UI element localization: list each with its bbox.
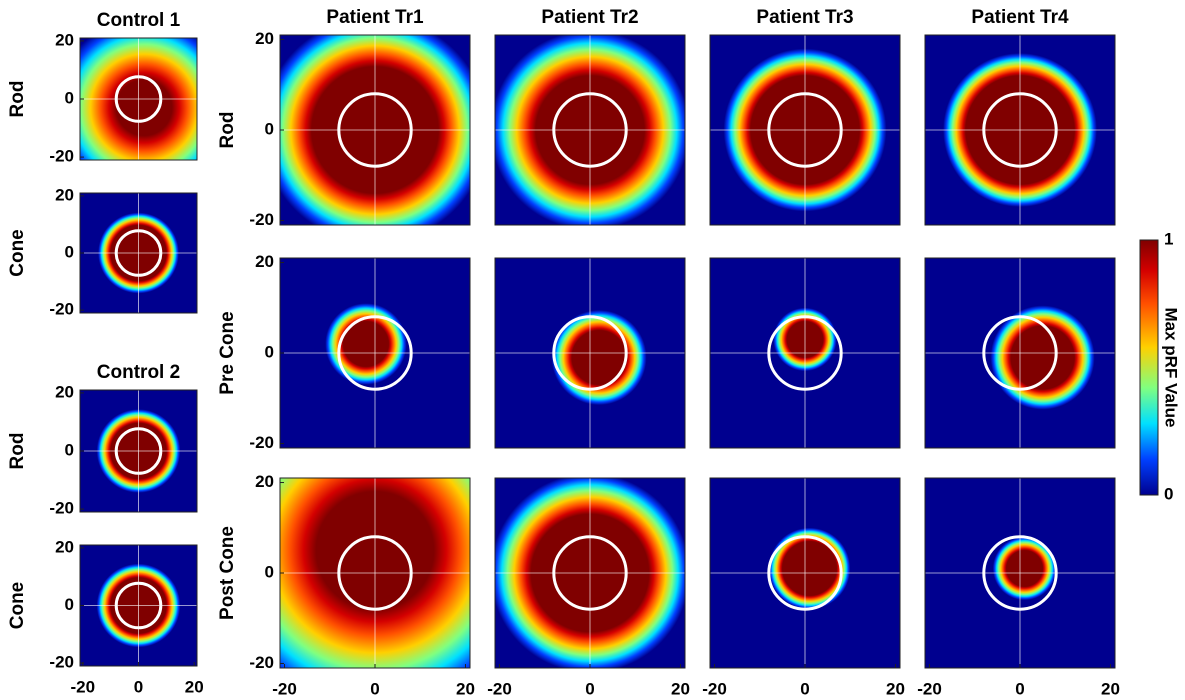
row-label: Pre Cone <box>217 311 238 394</box>
fovea-ring <box>767 535 843 611</box>
x-tick-label: 0 <box>370 679 379 698</box>
y-tick-label: -20 <box>249 653 274 672</box>
fovea-ring <box>982 92 1058 168</box>
row-label: Rod <box>7 433 28 470</box>
panel-title: Patient Tr3 <box>756 7 853 28</box>
panel-frame <box>924 257 1116 449</box>
fovea-ring <box>552 92 628 168</box>
row-label: Cone <box>7 229 28 277</box>
fovea-ring <box>114 427 163 475</box>
panel-frame <box>709 257 901 449</box>
x-tick-label: -20 <box>70 677 95 696</box>
y-tick-label: 20 <box>55 185 74 204</box>
fovea-ring <box>767 92 843 168</box>
panel-title: Control 1 <box>97 10 181 31</box>
fovea-ring <box>337 92 413 168</box>
y-tick-label: 20 <box>55 30 74 49</box>
x-tick-label: 0 <box>134 677 143 696</box>
y-tick-label: 20 <box>255 29 274 48</box>
y-tick-label: -20 <box>49 653 74 672</box>
panel-title: Control 2 <box>97 362 180 383</box>
colorbar-tick-label: 1 <box>1164 229 1173 248</box>
y-tick-label: -20 <box>49 147 74 166</box>
colorbar-tick-label: 0 <box>1164 484 1173 503</box>
colorbar-label: Max pRF Value <box>1162 308 1181 428</box>
y-tick-label: 0 <box>65 242 74 261</box>
fovea-ring <box>337 315 413 391</box>
x-tick-label: 20 <box>185 677 204 696</box>
y-tick-label: -20 <box>49 300 74 319</box>
fovea-ring <box>552 315 628 391</box>
fovea-ring <box>767 315 843 391</box>
fovea-ring <box>114 75 163 123</box>
fovea-ring <box>982 535 1058 611</box>
y-tick-label: 0 <box>265 562 274 581</box>
x-tick-label: 20 <box>456 679 475 698</box>
y-tick-label: -20 <box>249 210 274 229</box>
y-tick-label: 20 <box>55 537 74 556</box>
x-tick-label: -20 <box>702 679 727 698</box>
row-label: Cone <box>7 582 28 630</box>
x-tick-label: 20 <box>1101 679 1120 698</box>
fovea-ring <box>114 229 163 277</box>
x-tick-label: -20 <box>272 679 297 698</box>
colorbar <box>1139 239 1159 496</box>
x-tick-label: 0 <box>1015 679 1024 698</box>
row-label: Rod <box>217 112 238 149</box>
row-label: Rod <box>7 81 28 118</box>
x-tick-label: 20 <box>886 679 905 698</box>
panel-title: Patient Tr1 <box>326 7 424 28</box>
y-tick-label: 0 <box>65 595 74 614</box>
y-tick-label: 0 <box>65 440 74 459</box>
x-tick-label: 0 <box>585 679 594 698</box>
y-tick-label: 0 <box>65 88 74 107</box>
y-tick-label: 0 <box>265 119 274 138</box>
fovea-ring <box>114 581 163 630</box>
fovea-ring <box>552 535 628 611</box>
row-label: Post Cone <box>217 526 238 620</box>
x-tick-label: -20 <box>917 679 942 698</box>
y-tick-label: -20 <box>49 499 74 518</box>
x-tick-label: 0 <box>800 679 809 698</box>
y-tick-label: 20 <box>255 252 274 271</box>
panel-frame <box>494 257 686 449</box>
panel-title: Patient Tr4 <box>971 7 1069 28</box>
y-tick-label: 0 <box>265 342 274 361</box>
y-tick-label: 20 <box>255 472 274 491</box>
panel-frame <box>709 34 901 226</box>
y-tick-label: 20 <box>55 382 74 401</box>
fovea-ring <box>337 535 413 611</box>
y-tick-label: -20 <box>249 433 274 452</box>
panel-frame <box>494 34 686 226</box>
x-tick-label: -20 <box>487 679 512 698</box>
panel-frame <box>924 34 1116 226</box>
x-tick-label: 20 <box>671 679 690 698</box>
fovea-ring <box>982 315 1058 391</box>
panel-title: Patient Tr2 <box>541 7 638 28</box>
